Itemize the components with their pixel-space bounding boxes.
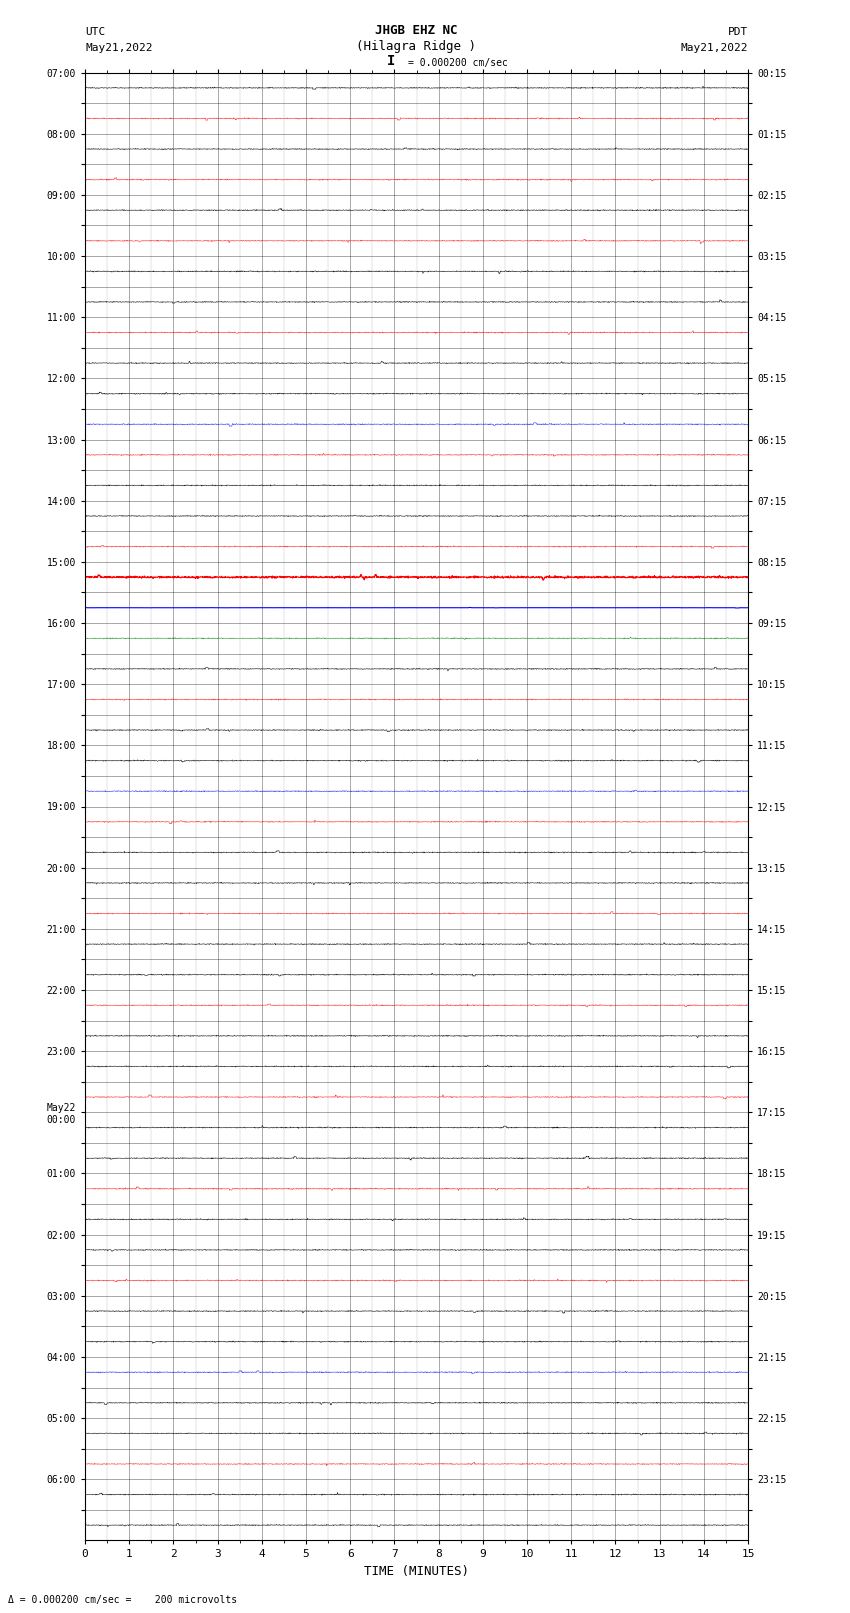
Text: PDT: PDT: [728, 27, 748, 37]
Text: May21,2022: May21,2022: [681, 44, 748, 53]
Text: (Hilagra Ridge ): (Hilagra Ridge ): [356, 40, 477, 53]
Text: May21,2022: May21,2022: [85, 44, 152, 53]
Text: = 0.000200 cm/sec: = 0.000200 cm/sec: [408, 58, 507, 68]
X-axis label: TIME (MINUTES): TIME (MINUTES): [364, 1565, 469, 1578]
Text: UTC: UTC: [85, 27, 105, 37]
Text: I: I: [387, 53, 395, 68]
Text: JHGB EHZ NC: JHGB EHZ NC: [375, 24, 458, 37]
Text: Δ = 0.000200 cm/sec =    200 microvolts: Δ = 0.000200 cm/sec = 200 microvolts: [8, 1595, 238, 1605]
